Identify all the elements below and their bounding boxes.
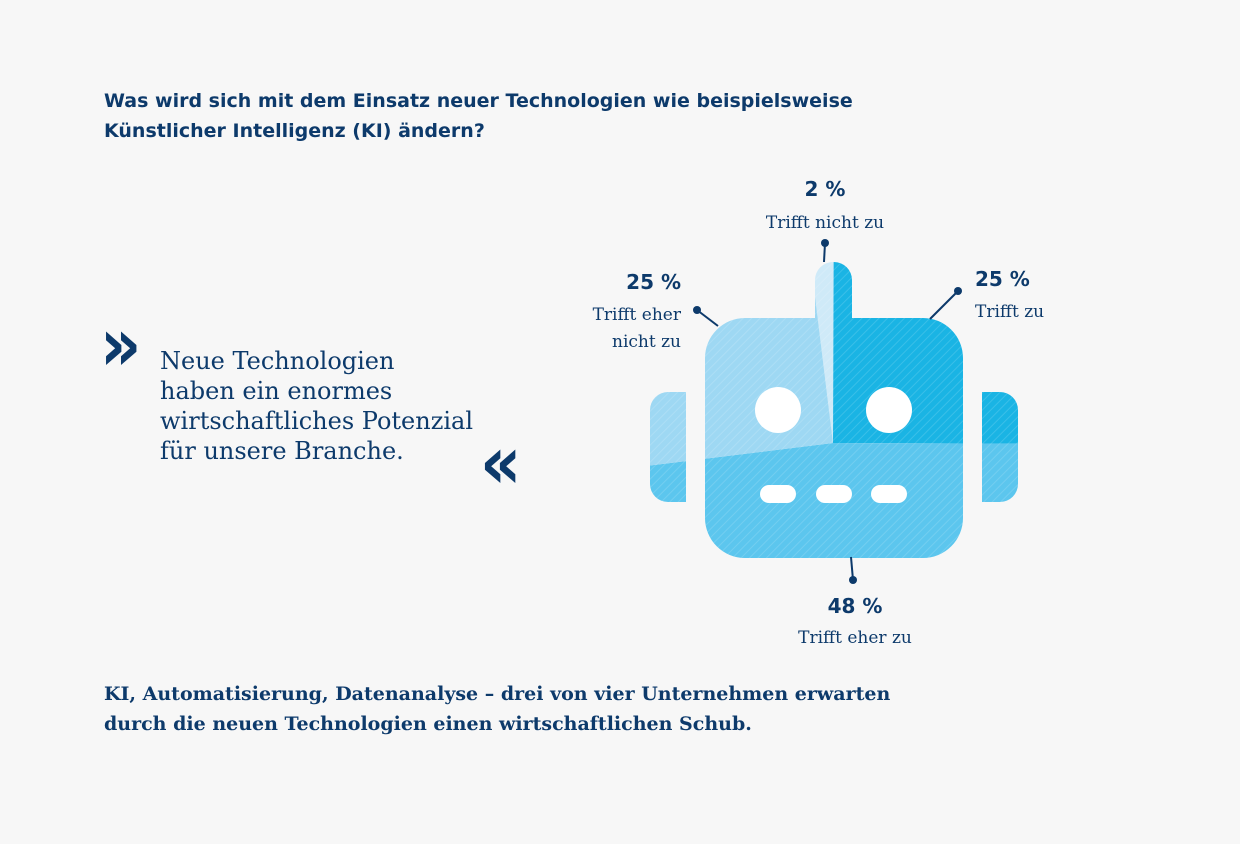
quote-text: Neue Technologien haben ein enormes wirt… [160,346,490,466]
leader-dot-3 [693,306,701,314]
category-label-0-0: Trifft nicht zu [766,213,884,233]
category-label-3-0: Trifft eher [593,305,682,325]
hatch-overlay [650,262,1018,558]
robot-eye-right [866,387,912,433]
quote-line-3: wirtschaftliches Potenzial [160,407,474,435]
question-line-1: Was wird sich mit dem Einsatz neuer Tech… [104,90,853,112]
leader-dot-1 [954,287,962,295]
leader-dot-2 [849,576,857,584]
conclusion-text: KI, Automatisierung, Datenanalyse – drei… [104,679,1004,739]
leader-dot-0 [821,239,829,247]
conclusion-line-1: KI, Automatisierung, Datenanalyse – drei… [104,683,891,705]
question-title: Was wird sich mit dem Einsatz neuer Tech… [104,86,864,146]
question-line-2: Künstlicher Intelligenz (KI) ändern? [104,120,485,142]
data-label-value-3: 25 % [626,270,681,294]
data-label-value-2: 48 % [828,594,883,618]
robot-eye-left [755,387,801,433]
data-label-value-1: 25 % [975,267,1030,291]
quote-close-mark: « [480,421,522,507]
quote-open-mark: » [100,303,142,389]
data-label-value-0: 2 % [805,177,846,201]
quote-line-4: für unsere Branche. [160,437,404,465]
conclusion-line-2: durch die neuen Technologien einen wirts… [104,713,752,735]
robot-mouth-dot-2 [816,485,852,503]
quote-line-2: haben ein enormes [160,377,393,405]
category-label-3-1: nicht zu [612,332,681,352]
category-label-1-0: Trifft zu [975,302,1044,322]
leader-line-1 [929,290,959,320]
robot-mouth-dot-3 [871,485,907,503]
pie-labels: 2 % Trifft nicht zu 25 % Trifft zu 48 % Triff… [593,177,1045,648]
category-label-2-0: Trifft eher zu [798,628,912,648]
leader-line-3 [696,309,719,327]
quote-line-1: Neue Technologien [160,347,395,375]
robot-mouth-dot-1 [760,485,796,503]
